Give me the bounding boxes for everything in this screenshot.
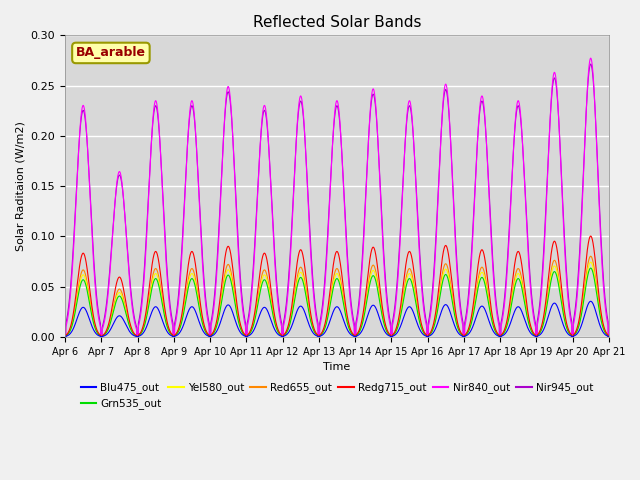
Text: BA_arable: BA_arable xyxy=(76,47,146,60)
Y-axis label: Solar Raditaion (W/m2): Solar Raditaion (W/m2) xyxy=(15,121,25,251)
Legend: Blu475_out, Grn535_out, Yel580_out, Red655_out, Redg715_out, Nir840_out, Nir945_: Blu475_out, Grn535_out, Yel580_out, Red6… xyxy=(76,378,597,414)
Title: Reflected Solar Bands: Reflected Solar Bands xyxy=(253,15,421,30)
X-axis label: Time: Time xyxy=(323,362,351,372)
